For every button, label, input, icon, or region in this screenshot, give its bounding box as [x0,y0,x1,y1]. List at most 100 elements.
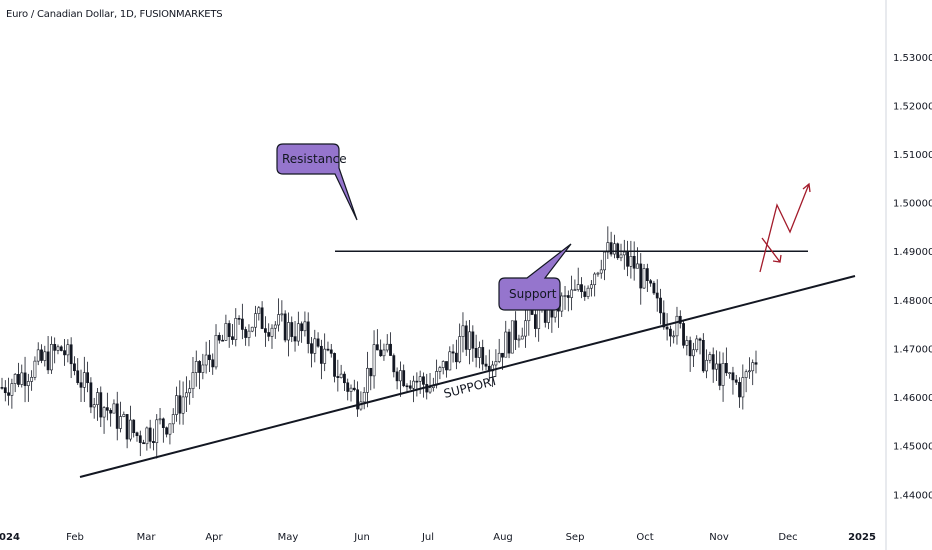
candle-body [79,382,83,388]
candle-body [102,407,106,418]
candle-body [211,359,215,368]
candle-body [563,295,567,297]
candle-body [49,344,53,371]
time-tick-label: Nov [709,532,729,543]
candle-body [738,382,741,398]
candle-body [73,363,76,372]
candle-body [422,376,425,385]
candle-body [63,350,66,356]
candle-body [504,331,508,358]
candle-body [392,355,396,373]
candle-body [188,388,192,394]
candle-body [494,361,498,366]
candle-body [3,387,7,394]
price-tick-label: 1.44000 [893,490,932,501]
candle-body [132,419,136,434]
candle-body [454,352,458,363]
candle-body [734,379,738,383]
candle-body [438,367,442,372]
price-tick-label: 1.52000 [893,101,932,112]
candle-body [10,383,14,396]
candle-body [356,389,359,410]
candle-body [306,321,310,344]
candle-body [711,354,715,370]
candle-body [586,287,590,297]
resistance-callout: Resistance [276,143,358,221]
candle-body [171,414,175,425]
candle-body [441,361,445,368]
candle-body [692,349,695,357]
candle-body [76,370,80,383]
candle-body [636,263,639,269]
candle-body [461,325,465,337]
candle-body [408,385,412,389]
candle-body [632,256,636,269]
candle-body [293,336,297,342]
candle-body [99,392,103,418]
candle-body [270,327,274,337]
candle-body [395,371,399,382]
candle-body [273,324,277,329]
candle-body [566,295,570,298]
candle-body [379,349,383,357]
candle-body [346,382,350,392]
candle-body [17,373,20,385]
candles-layer [0,226,758,459]
price-axis: 1.53000 1.52000 1.51000 1.50000 1.49000 1.480… [893,53,932,502]
candle-body [283,313,287,341]
candle-body [662,312,666,328]
candle-body [267,332,271,337]
candle-body [655,292,659,299]
candle-body [649,280,653,284]
candle-body [672,335,676,338]
candle-body [191,372,195,390]
candle-body [148,427,152,442]
price-tick-label: 1.49000 [893,247,932,258]
candle-body [389,343,392,356]
candle-body [570,289,574,298]
candle-body [316,338,320,347]
candle-body [744,371,748,378]
time-tick-label: Mar [137,532,157,543]
candle-body [593,273,597,286]
projection-arrow-up [759,183,810,273]
candle-body [296,323,300,342]
candle-body [405,385,409,388]
candle-body [198,361,201,373]
candle-body [514,320,518,340]
projection-path [759,182,811,273]
candle-body [300,323,304,332]
candle-body [138,435,142,443]
candle-body [415,380,419,383]
support-callout: Support [498,243,572,311]
candle-body [471,331,475,349]
candle-body [369,367,373,377]
time-axis: 2024 Feb Mar Apr May Jun Jul Aug Sep Oct Nov Dec 202… [0,532,876,543]
candle-body [721,363,725,386]
candle-body [204,354,208,366]
candle-body [580,284,583,293]
price-tick-label: 1.46000 [893,393,932,404]
candle-body [724,363,728,374]
candle-body [310,343,313,354]
candle-body [478,347,481,358]
support-label: Support [509,287,557,301]
candle-body [313,338,317,354]
candle-body [609,242,613,255]
candle-body [613,243,616,255]
candle-body [573,289,577,291]
candle-body [53,344,57,351]
candle-body [96,392,99,405]
candle-body [484,363,488,367]
candle-body [201,364,205,373]
candle-body [214,334,218,368]
candle-body [105,407,109,411]
candle-body [652,282,656,294]
candle-body [244,329,248,338]
candle-body [583,291,587,297]
candle-body [399,370,402,382]
candle-body [418,376,422,382]
candle-body [217,334,221,341]
candle-body [20,372,24,385]
